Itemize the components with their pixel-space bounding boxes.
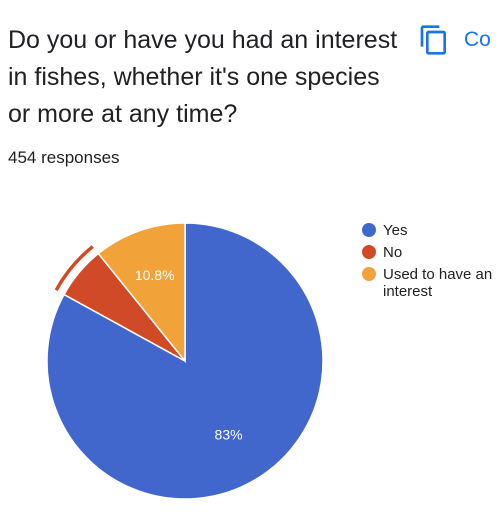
pie-chart: 83% 10.8% xyxy=(46,222,324,500)
legend-swatch xyxy=(362,223,376,237)
legend-item[interactable]: Yes xyxy=(362,222,498,239)
copy-chart-label: Co xyxy=(464,28,491,51)
question-title: Do you or have you had an interest in fi… xyxy=(8,26,398,128)
pie-slice-yes[interactable] xyxy=(46,222,324,500)
legend-item[interactable]: No xyxy=(362,244,498,261)
response-count: 454 responses xyxy=(8,148,120,167)
pie-slice-highlight xyxy=(54,245,94,292)
legend-label: No xyxy=(383,244,403,261)
legend-swatch xyxy=(362,267,376,281)
legend-label: Yes xyxy=(383,222,408,239)
pie-slice-used-to-have-an-interest[interactable] xyxy=(97,222,186,364)
legend-item[interactable]: Used to have an interest xyxy=(362,266,498,300)
pie-data-label: 83% xyxy=(215,427,243,443)
copy-icon xyxy=(420,25,446,55)
legend-label: Used to have an interest xyxy=(383,266,493,300)
copy-chart-button[interactable]: Co xyxy=(418,20,491,60)
legend-swatch xyxy=(362,245,376,259)
pie-data-label: 10.8% xyxy=(135,267,175,283)
chart-legend: Yes No Used to have an interest xyxy=(362,222,498,305)
